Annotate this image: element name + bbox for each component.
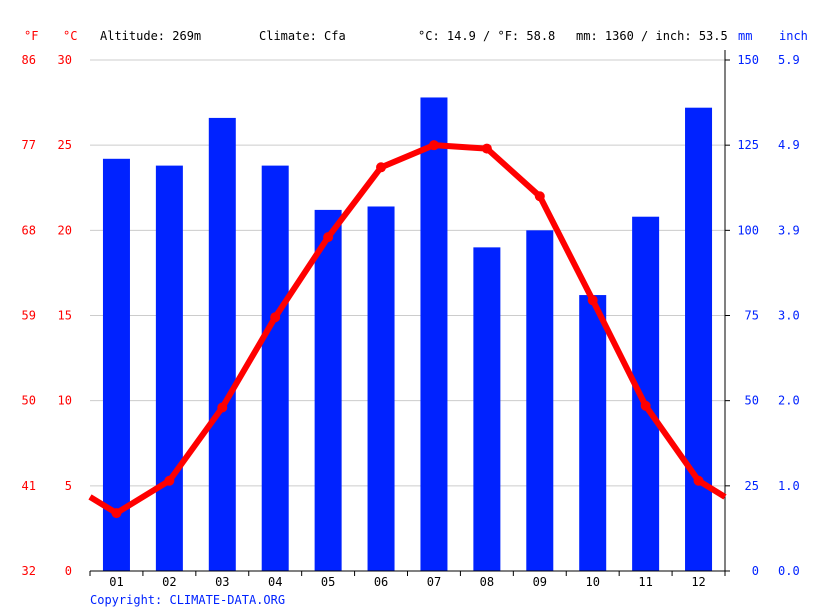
tick-label-f: 68 — [22, 223, 36, 237]
precip-bar — [685, 107, 713, 572]
tick-label-mm: 125 — [737, 138, 759, 152]
tick-label-f: 32 — [22, 564, 36, 578]
tick-label-f: 50 — [22, 394, 36, 408]
temperature-point — [111, 508, 122, 519]
tick-label-f: 41 — [22, 479, 36, 493]
month-label: 10 — [585, 575, 599, 589]
tick-label-mm: 75 — [745, 309, 759, 323]
tick-label-f: 86 — [22, 53, 36, 67]
temperature-point — [587, 295, 598, 306]
tick-label-inch: 4.9 — [778, 138, 800, 152]
month-label: 07 — [427, 575, 441, 589]
month-label: 04 — [268, 575, 282, 589]
temperature-point — [164, 475, 175, 486]
unit-mm-label: mm — [738, 29, 752, 43]
month-label: 09 — [533, 575, 547, 589]
precip-label: mm: 1360 / inch: 53.5 — [576, 29, 728, 43]
unit-f-label: °F — [24, 29, 38, 43]
tick-label-c: 0 — [65, 564, 72, 578]
temperature-point — [217, 402, 228, 413]
month-label: 11 — [638, 575, 652, 589]
tick-label-inch: 5.9 — [778, 53, 800, 67]
precip-bar — [420, 97, 448, 572]
tick-label-mm: 50 — [745, 394, 759, 408]
precip-bar — [367, 206, 395, 571]
temperature-point — [640, 400, 651, 411]
precip-bar — [155, 165, 183, 571]
avg-temp-label: °C: 14.9 / °F: 58.8 — [418, 29, 555, 43]
temperature-point — [376, 162, 387, 173]
tick-label-c: 5 — [65, 479, 72, 493]
month-label: 12 — [691, 575, 705, 589]
climate-label: Climate: Cfa — [259, 29, 346, 43]
tick-label-inch: 0.0 — [778, 564, 800, 578]
month-label: 05 — [321, 575, 335, 589]
tick-label-c: 15 — [58, 309, 72, 323]
altitude-label: Altitude: 269m — [100, 29, 201, 43]
tick-label-mm: 0 — [752, 564, 759, 578]
tick-label-mm: 150 — [737, 53, 759, 67]
tick-label-c: 10 — [58, 394, 72, 408]
month-label: 02 — [162, 575, 176, 589]
tick-label-f: 77 — [22, 138, 36, 152]
month-label: 06 — [374, 575, 388, 589]
temperature-point — [428, 140, 439, 151]
tick-label-inch: 2.0 — [778, 394, 800, 408]
temperature-point — [481, 143, 492, 154]
precip-bar — [261, 165, 289, 571]
tick-label-mm: 25 — [745, 479, 759, 493]
temperature-line — [88, 142, 727, 517]
temperature-point — [693, 475, 704, 486]
tick-label-f: 59 — [22, 309, 36, 323]
tick-label-inch: 3.0 — [778, 309, 800, 323]
tick-label-c: 20 — [58, 223, 72, 237]
precip-bar — [632, 216, 660, 571]
month-label: 03 — [215, 575, 229, 589]
tick-label-inch: 3.9 — [778, 223, 800, 237]
precip-bar — [102, 158, 130, 571]
tick-label-c: 30 — [58, 53, 72, 67]
temperature-point — [534, 191, 545, 202]
tick-label-c: 25 — [58, 138, 72, 152]
tick-label-mm: 100 — [737, 223, 759, 237]
month-label: 01 — [109, 575, 123, 589]
month-label: 08 — [480, 575, 494, 589]
copyright: Copyright: CLIMATE-DATA.ORG — [90, 593, 285, 607]
tick-label-inch: 1.0 — [778, 479, 800, 493]
precip-bar — [473, 247, 501, 571]
unit-inch-label: inch — [779, 29, 808, 43]
temperature-point — [323, 232, 334, 243]
precip-bar — [208, 117, 236, 571]
precip-bar — [314, 209, 342, 572]
unit-c-label: °C — [63, 29, 77, 43]
temperature-point — [270, 312, 281, 323]
precip-bar — [579, 295, 607, 571]
precip-bar — [526, 230, 554, 572]
